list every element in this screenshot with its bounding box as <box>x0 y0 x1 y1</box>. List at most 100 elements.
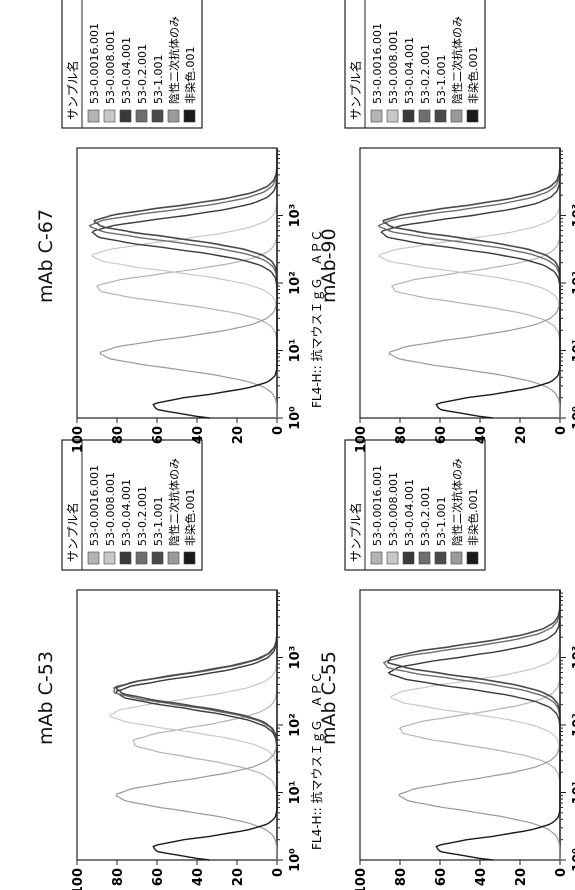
legend-swatch <box>152 552 163 564</box>
x-tick-label: 10⁰ <box>288 406 303 430</box>
legend-swatch <box>120 552 131 564</box>
legend-swatch <box>184 552 195 564</box>
legend-swatch <box>120 110 131 122</box>
legend-item-label: 53-0.008.001 <box>104 472 117 546</box>
legend-swatch <box>88 552 99 564</box>
x-tick-label: 10⁰ <box>288 848 303 872</box>
x-tick-label: 10³ <box>571 646 575 670</box>
legend-item-label: 53-0.0016.001 <box>371 23 384 104</box>
x-tick-label: 10² <box>571 271 575 295</box>
y-tick-label: 0 <box>271 426 286 435</box>
chart-title: mAb C-55 <box>318 651 340 745</box>
series-line-6 <box>100 148 277 418</box>
legend-item-label: 53-1.001 <box>152 55 165 104</box>
legend-item-label: 陰性二次抗体のみ <box>167 16 181 104</box>
x-tick-label: 10⁰ <box>571 848 575 872</box>
chart-panel: mAb C-5502040608010010⁰10¹10²10³FL4-H:: … <box>318 440 575 890</box>
series-line-2 <box>391 590 560 860</box>
legend-swatch <box>467 552 478 564</box>
legend-item-label: 53-0.04.001 <box>403 37 416 104</box>
series-line-3 <box>92 148 277 418</box>
legend-swatch <box>104 110 115 122</box>
legend-swatch <box>184 110 195 122</box>
legend-swatch <box>88 110 99 122</box>
legend-swatch <box>467 110 478 122</box>
legend-item-label: 53-0.008.001 <box>104 30 117 104</box>
y-tick-label: 60 <box>151 426 166 444</box>
legend-item-label: 53-0.04.001 <box>403 479 416 546</box>
legend-item-label: 53-1.001 <box>152 497 165 546</box>
series-line-6 <box>389 148 560 418</box>
series-line-3 <box>116 590 277 860</box>
y-tick-label: 20 <box>514 868 529 886</box>
legend-title: サンプル名 <box>65 502 80 562</box>
legend-item-label: 53-1.001 <box>435 497 448 546</box>
series-line-5 <box>116 590 277 860</box>
chart-title: mAb C-53 <box>35 651 57 745</box>
x-tick-label: 10² <box>288 713 303 737</box>
legend-swatch <box>387 110 398 122</box>
legend-title: サンプル名 <box>65 60 80 120</box>
legend-item-label: 53-0.2.001 <box>136 486 149 546</box>
x-tick-label: 10³ <box>288 646 303 670</box>
series-line-4 <box>379 148 560 418</box>
x-tick-label: 10¹ <box>288 781 303 805</box>
y-tick-label: 80 <box>394 868 409 886</box>
y-tick-label: 80 <box>111 426 126 444</box>
x-tick-label: 10³ <box>288 204 303 228</box>
legend-swatch <box>451 552 462 564</box>
chart-panel: mAb C-5302040608010010⁰10¹10²10³FL4-H:: … <box>35 440 324 890</box>
legend-item-label: 53-0.0016.001 <box>88 23 101 104</box>
y-tick-label: 40 <box>474 426 489 444</box>
legend-swatch <box>371 110 382 122</box>
legend-item-label: 53-0.2.001 <box>419 486 432 546</box>
legend-swatch <box>168 552 179 564</box>
series-line-4 <box>114 590 277 860</box>
x-tick-label: 10¹ <box>571 781 575 805</box>
y-tick-label: 80 <box>394 426 409 444</box>
chart-title: mAb-90 <box>318 228 340 303</box>
legend-swatch <box>419 552 430 564</box>
x-tick-label: 10³ <box>571 204 575 228</box>
legend-item-label: 53-0.04.001 <box>120 37 133 104</box>
legend-swatch <box>387 552 398 564</box>
series-line-7 <box>153 590 277 860</box>
series-line-1 <box>392 148 560 418</box>
legend-item-label: 53-0.0016.001 <box>88 465 101 546</box>
y-tick-label: 100 <box>354 426 369 453</box>
legend-swatch <box>419 110 430 122</box>
series-line-2 <box>92 148 277 418</box>
chart-panel: mAb C-6702040608010010⁰10¹10²10³FL4-H:: … <box>35 0 324 453</box>
y-tick-label: 100 <box>71 868 86 890</box>
legend-title: サンプル名 <box>348 502 363 562</box>
x-tick-label: 10² <box>571 713 575 737</box>
series-line-3 <box>381 148 560 418</box>
y-tick-label: 40 <box>191 868 206 886</box>
y-tick-label: 20 <box>514 426 529 444</box>
series-line-3 <box>389 590 560 860</box>
series-line-5 <box>388 590 560 860</box>
series-line-2 <box>110 590 277 860</box>
legend-item-label: 53-0.008.001 <box>387 30 400 104</box>
legend-swatch <box>168 110 179 122</box>
legend-swatch <box>435 552 446 564</box>
legend-item-label: 非染色.001 <box>466 47 480 105</box>
y-tick-label: 80 <box>111 868 126 886</box>
legend-swatch <box>136 110 147 122</box>
legend-swatch <box>403 110 414 122</box>
series-line-5 <box>94 148 277 418</box>
legend-swatch <box>104 552 115 564</box>
y-tick-label: 60 <box>434 426 449 444</box>
x-tick-label: 10¹ <box>288 339 303 363</box>
series-line-2 <box>379 148 560 418</box>
y-tick-label: 60 <box>434 868 449 886</box>
x-tick-label: 10¹ <box>571 339 575 363</box>
y-tick-label: 100 <box>71 426 86 453</box>
chart-panel: mAb-9002040608010010⁰10¹10²10³FL4-H:: 抗マ… <box>318 0 575 453</box>
legend-item-label: 非染色.001 <box>466 489 480 547</box>
legend-item-label: 53-0.0016.001 <box>371 465 384 546</box>
series-line-6 <box>116 590 277 860</box>
y-tick-label: 20 <box>231 426 246 444</box>
